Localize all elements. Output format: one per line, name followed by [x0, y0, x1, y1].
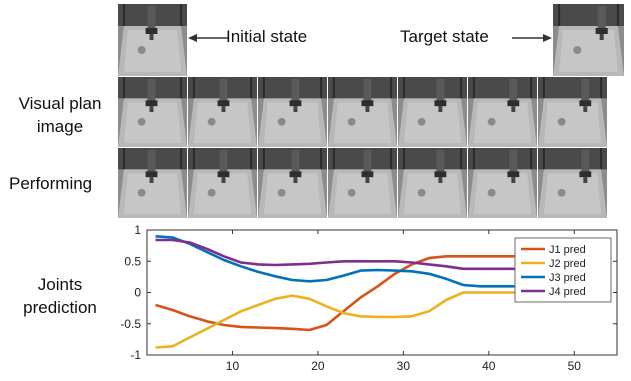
joints-prediction-label-line1: Joints [37, 275, 83, 294]
visual-plan-label: Visual plan image [6, 92, 114, 138]
plan-frame-2 [188, 77, 257, 147]
legend-label-4: J4 pred [549, 286, 586, 298]
series-line-4 [155, 238, 515, 271]
initial-state-image [118, 4, 187, 76]
legend-label-1: J1 pred [549, 244, 586, 256]
y-tick-label: 0 [134, 286, 141, 300]
performing-frame-3 [258, 148, 327, 218]
plan-frame-5 [398, 77, 467, 147]
x-tick-label: 20 [311, 359, 325, 373]
series-line-3 [155, 235, 515, 288]
series-line-2 [155, 291, 515, 349]
x-tick-label: 30 [397, 359, 411, 373]
joints-prediction-label: Joints prediction [14, 273, 106, 319]
initial-state-arrow-icon [188, 34, 228, 42]
y-tick-label: 0.5 [124, 254, 141, 268]
target-state-image [553, 4, 624, 76]
legend-label-3: J3 pred [549, 272, 586, 284]
plan-frame-4 [328, 77, 397, 147]
performing-frame-4 [328, 148, 397, 218]
target-state-label: Target state [400, 27, 489, 46]
performing-frame-1 [118, 148, 187, 218]
visual-plan-label-line1: Visual plan [18, 94, 102, 113]
performing-frame-7 [538, 148, 607, 218]
x-tick-label: 50 [568, 359, 582, 373]
legend-label-2: J2 pred [549, 258, 586, 270]
joints-prediction-label-line2: prediction [23, 298, 97, 317]
performing-label: Performing [9, 174, 93, 193]
x-tick-label: 10 [226, 359, 240, 373]
y-tick-label: -0.5 [120, 317, 141, 331]
plan-frame-1 [118, 77, 187, 147]
y-tick-label: -1 [130, 348, 141, 362]
plan-frame-3 [258, 77, 327, 147]
performing-frame-2 [188, 148, 257, 218]
target-state-arrow-icon [512, 34, 552, 42]
performing-frame-6 [468, 148, 537, 218]
initial-state-label: Initial state [226, 27, 308, 46]
y-tick-label: 1 [134, 223, 141, 237]
visual-plan-label-line2: image [36, 117, 84, 136]
plan-frame-7 [538, 77, 607, 147]
performing-frame-5 [398, 148, 467, 218]
x-tick-label: 40 [482, 359, 496, 373]
plan-frame-6 [468, 77, 537, 147]
